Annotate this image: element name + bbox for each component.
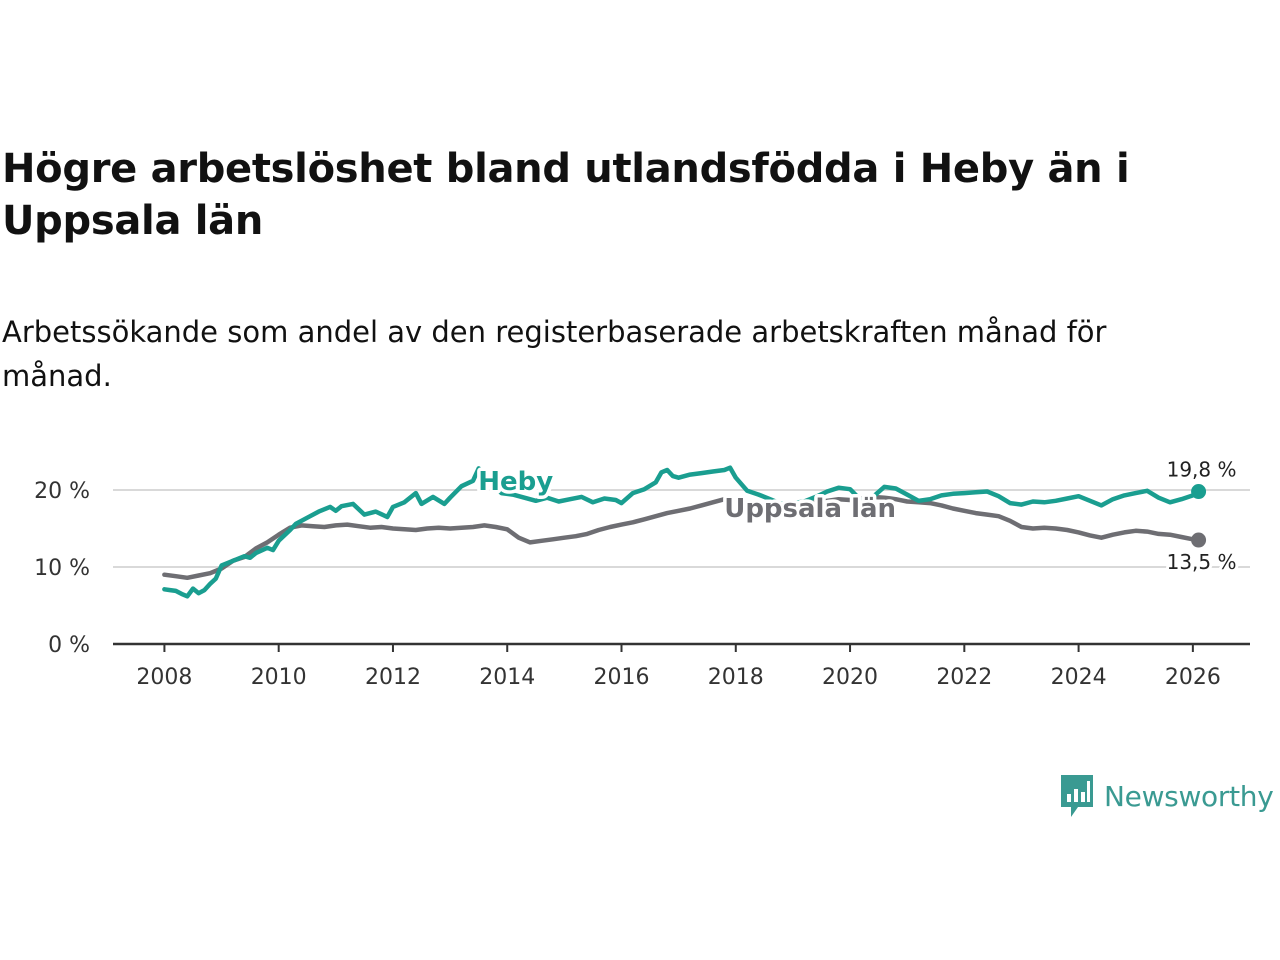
chart-subtitle: Arbetssökande som andel av den registerb… <box>2 315 1107 393</box>
series-lines <box>162 465 1207 599</box>
x-tick-label: 2010 <box>251 665 307 690</box>
series-line-uppsala-lan <box>162 494 1201 581</box>
y-tick-label: 0 % <box>48 633 90 658</box>
x-tick-label: 2024 <box>1051 665 1107 690</box>
x-tick-label: 2008 <box>136 665 192 690</box>
end-value-label-uppsala-lan: 13,5 % <box>1167 550 1237 574</box>
y-tick-label: 20 % <box>34 479 90 504</box>
end-point-uppsala-lan <box>1191 532 1207 548</box>
x-axis: 0 % 10 % 20 % 2008 2010 2012 2014 2016 2018 2020 2… <box>34 479 1250 690</box>
labels: Heby Uppsala län 19,8 % 13,5 % <box>475 455 1240 578</box>
series-label-uppsala-lan: Uppsala län <box>724 494 896 524</box>
end-value-label-heby: 19,8 % <box>1167 458 1237 482</box>
chart-title: Högre arbetslöshet bland utlandsfödda i … <box>2 146 1130 244</box>
grid-lines <box>113 489 1250 568</box>
series-label-heby: Heby <box>478 467 553 497</box>
newsworthy-logo: Newsworthy <box>1058 772 1274 820</box>
x-tick-label: 2026 <box>1165 665 1221 690</box>
line-chart: 0 % 10 % 20 % 2008 2010 2012 2014 2016 2018 2020 2… <box>34 455 1250 690</box>
newsworthy-logo-icon <box>1061 775 1093 817</box>
x-tick-label: 2014 <box>479 665 535 690</box>
x-tick-label: 2020 <box>822 665 878 690</box>
x-tick-label: 2016 <box>594 665 650 690</box>
y-tick-label: 10 % <box>34 556 90 581</box>
end-point-heby <box>1191 484 1207 500</box>
series-line-heby <box>162 465 1201 599</box>
x-tick-label: 2022 <box>936 665 992 690</box>
newsworthy-logo-text: Newsworthy <box>1104 779 1274 813</box>
x-tick-label: 2012 <box>365 665 421 690</box>
x-tick-label: 2018 <box>708 665 764 690</box>
